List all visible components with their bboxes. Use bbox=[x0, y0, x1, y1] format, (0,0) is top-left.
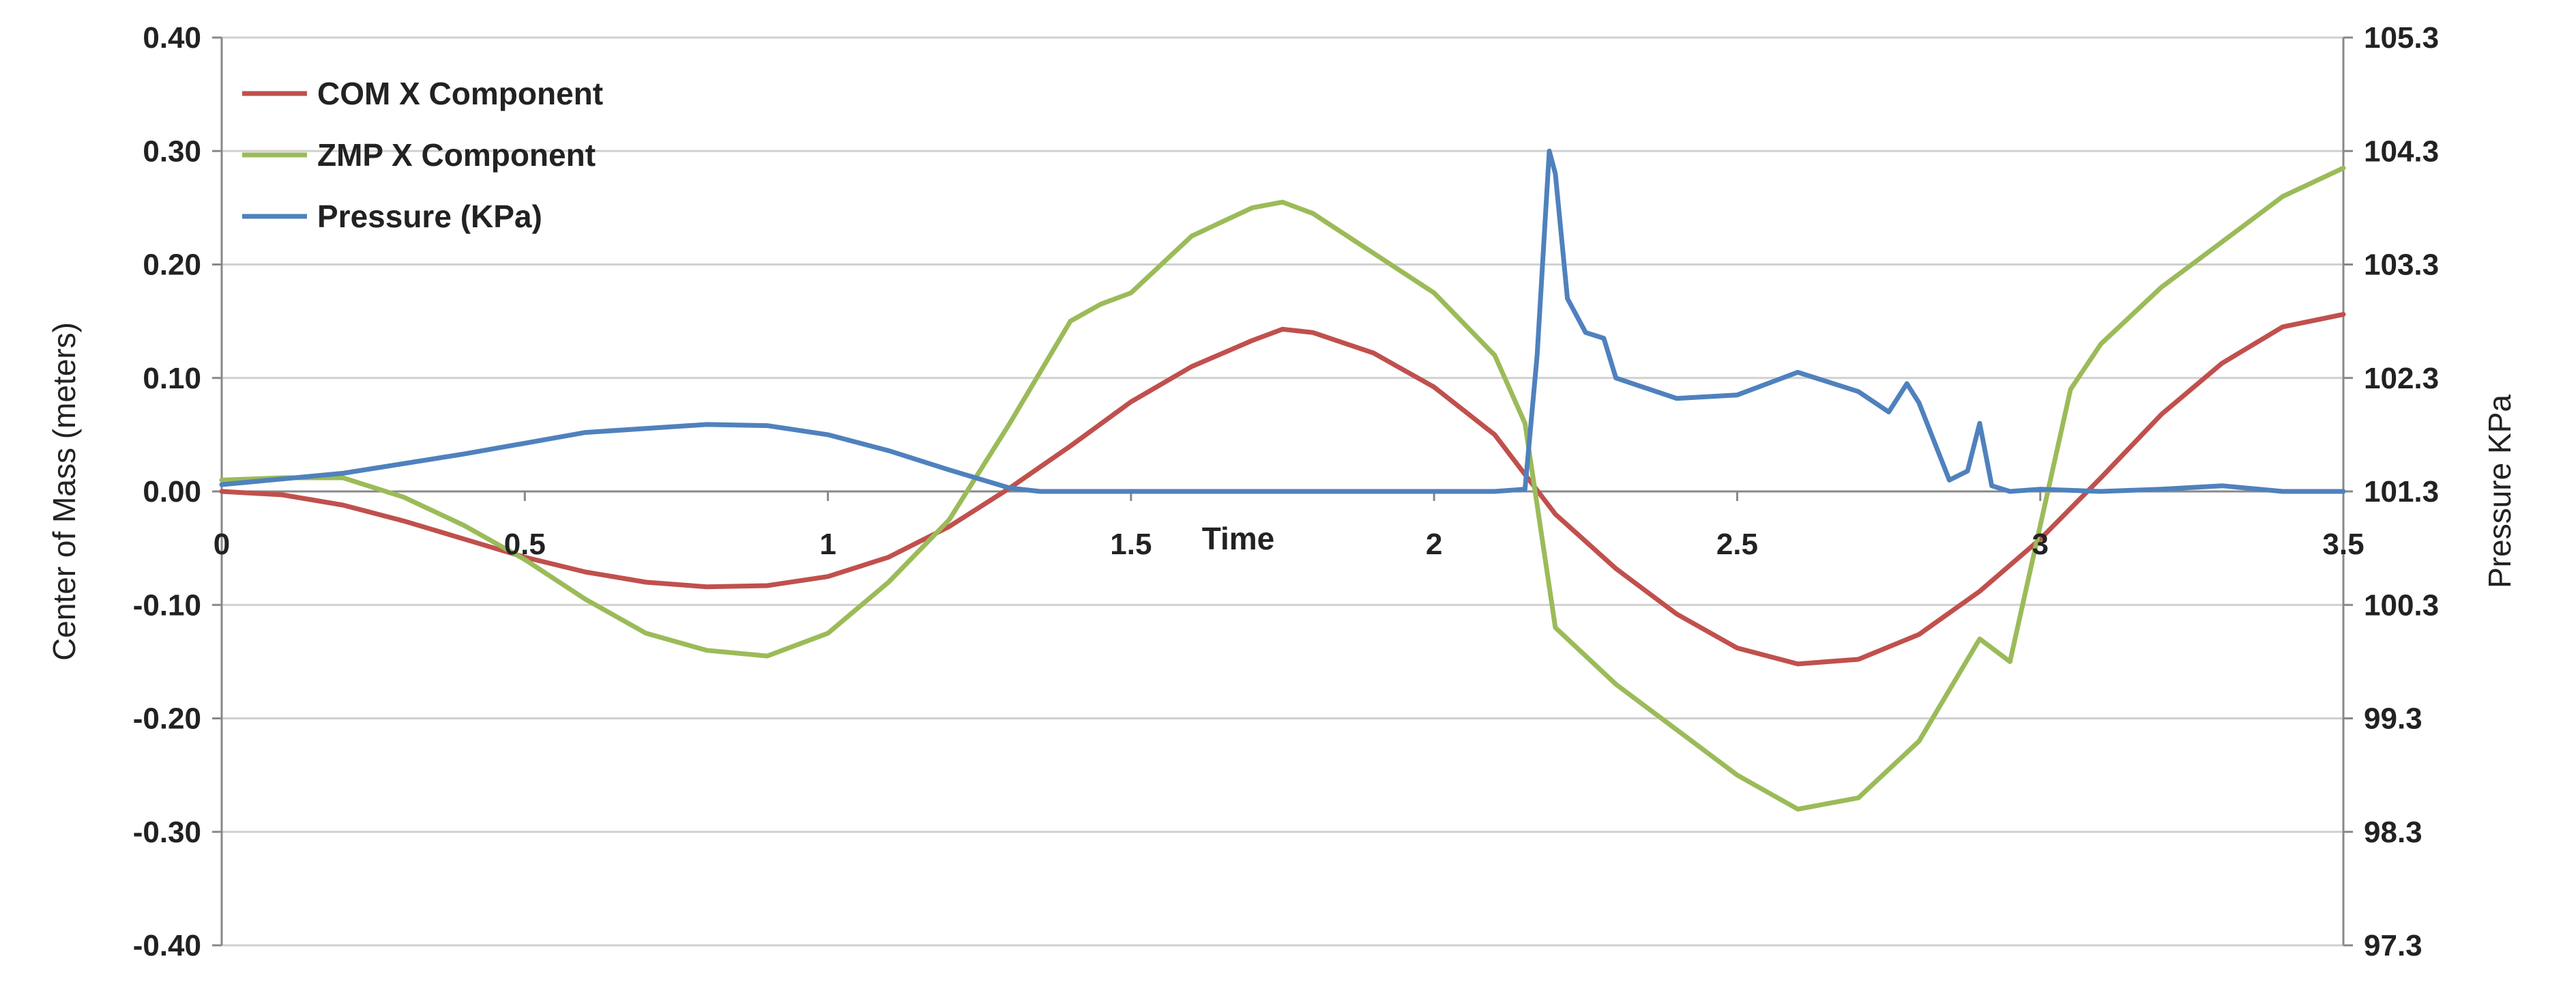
y2-axis-title: Pressure KPa bbox=[2482, 395, 2517, 588]
y-axis-title: Center of Mass (meters) bbox=[46, 322, 82, 661]
series-line-2 bbox=[219, 165, 2346, 812]
y2-tick-label: 101.3 bbox=[2364, 475, 2439, 508]
x-tick-label: 3.5 bbox=[2322, 528, 2364, 561]
y-tick-label: -0.30 bbox=[133, 816, 201, 849]
y2-tick-label: 105.3 bbox=[2364, 21, 2439, 55]
x-tick-label: 1.5 bbox=[1110, 528, 1152, 561]
y2-tick-label: 102.3 bbox=[2364, 362, 2439, 395]
y2-tick-label: 100.3 bbox=[2364, 588, 2439, 622]
x-tick-label: 3 bbox=[2032, 528, 2048, 561]
legend: COM X Component ZMP X Component Pressure (… bbox=[242, 76, 603, 234]
series-line-1 bbox=[219, 312, 2346, 667]
legend-label: COM X Component bbox=[317, 76, 603, 111]
x-axis-title: Time bbox=[1202, 521, 1275, 556]
y-tick-label: -0.10 bbox=[133, 588, 201, 622]
gridlines bbox=[222, 36, 2343, 947]
y-tick-label: 0.10 bbox=[143, 362, 201, 395]
x-tick-label: 2 bbox=[1426, 528, 1442, 561]
tick-labels: 0.40 0.30 0.20 0.10 0.00 -0.10 -0.20 -0.30 -0.40… bbox=[46, 21, 2517, 962]
y2-tick-label: 98.3 bbox=[2364, 816, 2423, 849]
x-tick-label: 2.5 bbox=[1716, 528, 1758, 561]
y-tick-label: -0.20 bbox=[133, 702, 201, 736]
y-tick-label: -0.40 bbox=[133, 929, 201, 962]
y2-tick-label: 104.3 bbox=[2364, 134, 2439, 168]
y-tick-label: 0.30 bbox=[143, 134, 201, 168]
x-tick-label: 1 bbox=[819, 528, 836, 561]
x-tick-label: 0 bbox=[214, 528, 230, 561]
y2-tick-label: 99.3 bbox=[2364, 702, 2423, 736]
series-lines bbox=[219, 148, 2346, 812]
x-tick-label: 0.5 bbox=[504, 528, 546, 561]
y-tick-label: 0.20 bbox=[143, 248, 201, 282]
y-tick-label: 0.00 bbox=[143, 475, 201, 508]
series-line-3 bbox=[219, 148, 2346, 494]
y2-tick-label: 97.3 bbox=[2364, 929, 2423, 962]
legend-label: ZMP X Component bbox=[317, 137, 596, 173]
y2-tick-label: 103.3 bbox=[2364, 248, 2439, 282]
y-tick-label: 0.40 bbox=[143, 21, 201, 55]
legend-label: Pressure (KPa) bbox=[317, 199, 542, 234]
